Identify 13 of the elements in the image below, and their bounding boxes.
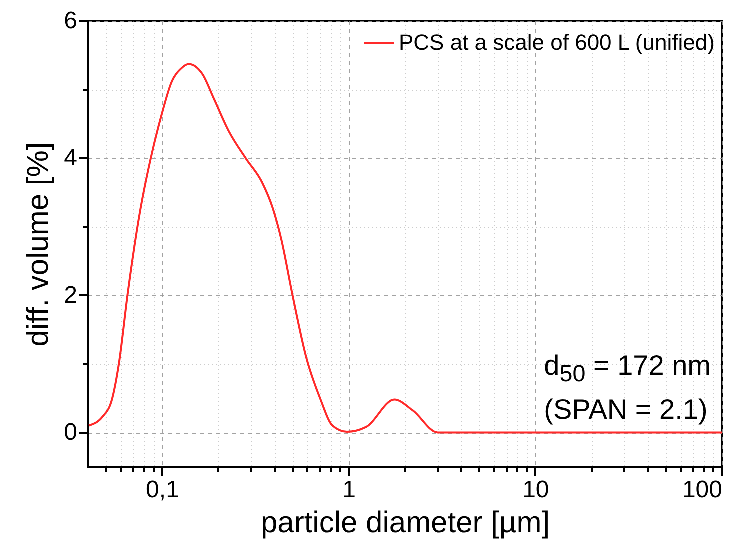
y-tick-label: 6 [64,8,78,34]
y-tick-label: 2 [64,282,78,309]
x-axis-title: particle diameter [µm] [260,506,550,540]
x-tick-label: 10 [522,476,550,504]
annotation: d$_{50}$ = 172 nm [544,349,711,389]
x-tick-label: 100 [682,476,722,504]
y-tick-label: 4 [64,144,78,172]
x-tick-label: 1 [342,476,356,504]
y-tick-label: 0 [64,419,78,446]
y-axis-title: diff. volume [%] [22,142,56,347]
annotation: (SPAN = 2.1) [544,392,709,427]
x-tick-label: 0,1 [146,476,180,504]
legend-label: PCS at a scale of 600 L (unified) [399,30,715,55]
